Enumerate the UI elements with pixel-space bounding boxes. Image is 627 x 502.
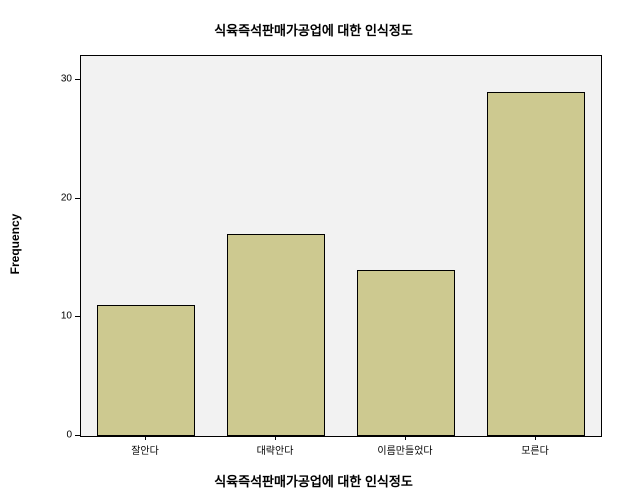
x-tick-label: 이름만들었다 <box>340 442 470 457</box>
y-tick-mark <box>75 79 80 80</box>
x-axis-label: 식육즉석판매가공업에 대한 인식정도 <box>0 471 627 490</box>
x-tick-mark <box>275 435 276 440</box>
x-tick-mark <box>145 435 146 440</box>
y-tick-label: 20 <box>42 192 72 203</box>
x-tick-label: 잘안다 <box>80 442 210 457</box>
y-axis-label: Frequency <box>8 194 22 294</box>
x-tick-label: 대략안다 <box>210 442 340 457</box>
y-tick-label: 30 <box>42 73 72 84</box>
y-tick-mark <box>75 198 80 199</box>
x-tick-label: 모른다 <box>470 442 600 457</box>
bar <box>487 92 585 436</box>
y-tick-label: 0 <box>42 430 72 441</box>
chart-container: 식육즉석판매가공업에 대한 인식정도 Frequency 식육즉석판매가공업에 … <box>0 0 627 502</box>
plot-area <box>80 55 602 437</box>
chart-title: 식육즉석판매가공업에 대한 인식정도 <box>0 20 627 39</box>
y-tick-mark <box>75 316 80 317</box>
y-tick-mark <box>75 435 80 436</box>
x-tick-mark <box>405 435 406 440</box>
y-tick-label: 10 <box>42 311 72 322</box>
bar <box>357 270 455 436</box>
bar <box>97 305 195 436</box>
x-tick-mark <box>535 435 536 440</box>
bar <box>227 234 325 436</box>
